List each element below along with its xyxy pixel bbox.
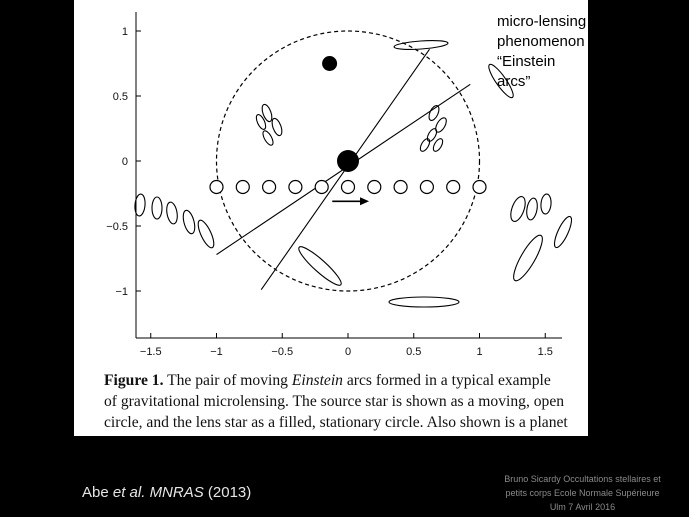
motion-arrowhead (360, 197, 370, 206)
y-tick-label: 0.5 (113, 91, 128, 103)
lensed-image (166, 201, 178, 225)
source-star (262, 179, 277, 195)
y-tick-label: −0.5 (106, 221, 128, 233)
microlensing-plot: −1.5 −1 −0.5 0 0.5 1 1.5 1 0.5 0 −0.5 −1 (106, 12, 573, 358)
lensed-image (182, 209, 196, 235)
lensed-image (388, 296, 460, 308)
caption-line-1: Figure 1. The pair of moving Einstein ar… (104, 370, 584, 391)
einstein-ring (215, 30, 481, 292)
lensed-image (393, 40, 449, 50)
x-tick-label: 1.5 (538, 346, 553, 358)
lensed-image (419, 138, 431, 152)
caption-text: The pair of moving (167, 372, 292, 389)
x-tick-label: 1 (476, 346, 482, 358)
figure-caption: Figure 1. The pair of moving Einstein ar… (104, 370, 584, 433)
citation-year: (2013) (203, 484, 252, 501)
source-star (209, 179, 224, 195)
lensed-image (261, 103, 273, 123)
lensed-image (513, 234, 543, 282)
source-star (472, 179, 487, 195)
annotation-text: micro-lensing phenomenon “Einstein arcs” (497, 12, 588, 92)
annotation-line: “Einstein arcs” (497, 53, 556, 90)
x-tick-label: 0.5 (406, 346, 421, 358)
x-tick-label: 0 (345, 346, 351, 358)
figure-panel: −1.5 −1 −0.5 0 0.5 1 1.5 1 0.5 0 −0.5 −1 micro-lens… (74, 0, 588, 436)
annotation-line: micro-lensing (497, 13, 587, 30)
lensed-image (435, 117, 447, 133)
lensed-image (151, 196, 163, 220)
source-star (340, 179, 356, 195)
y-tick-label: 1 (122, 26, 128, 38)
caption-line-2: of gravitational microlensing. The sourc… (104, 393, 565, 410)
source-star (393, 179, 408, 195)
y-tick-label: 0 (122, 156, 128, 168)
lensed-image (432, 138, 444, 152)
footer-line: Ulm 7 Avril 2016 (549, 502, 616, 512)
source-star (235, 179, 250, 195)
source-star (419, 179, 434, 195)
citation-etal: et al. (112, 484, 146, 501)
annotation-line: phenomenon (497, 33, 585, 50)
lensed-image (526, 197, 538, 221)
footer-line: petits corps Ecole Normale Supérieure (505, 488, 660, 498)
lensed-image (428, 105, 440, 121)
source-star (446, 179, 461, 195)
lensed-image (540, 193, 552, 215)
caption-emphasis: Einstein (291, 372, 343, 389)
footer-line: Bruno Sicardy Occultations stellaires et (504, 474, 661, 484)
y-tick-label: −1 (115, 286, 128, 298)
lens-star (337, 150, 359, 172)
lensed-image (488, 63, 514, 99)
lensed-image (134, 193, 146, 217)
lensed-image (553, 215, 573, 249)
caption-line-3: circle, and the lens star as a filled, s… (104, 414, 568, 431)
source-star (314, 179, 329, 195)
footer: Bruno Sicardy Occultations stellaires et… (480, 472, 685, 514)
figure-label: Figure 1. (104, 372, 164, 389)
lensed-image (197, 219, 215, 249)
source-star (288, 179, 303, 195)
lensed-image (255, 114, 267, 130)
citation-journal: MNRAS (149, 484, 204, 501)
lensed-image (510, 196, 526, 222)
citation: Abe et al. MNRAS (2013) (82, 484, 252, 501)
lensed-image (298, 246, 342, 286)
source-star (367, 179, 382, 195)
lensed-image (262, 130, 274, 146)
x-tick-label: −0.5 (271, 346, 293, 358)
planet (322, 56, 338, 71)
x-tick-label: −1 (210, 346, 223, 358)
x-tick-label: −1.5 (140, 346, 162, 358)
caption-text: arcs formed in a typical example (342, 372, 551, 389)
lensed-image (426, 128, 438, 142)
lensed-image (271, 117, 283, 137)
